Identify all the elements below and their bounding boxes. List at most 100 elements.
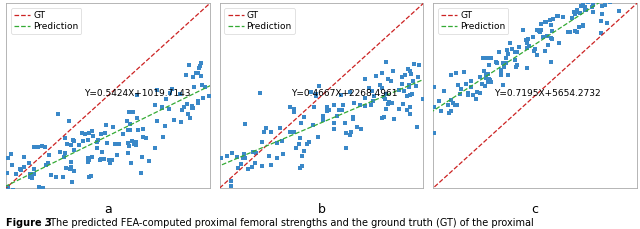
Point bbox=[157, 135, 168, 139]
Point bbox=[64, 119, 74, 123]
Point bbox=[79, 132, 90, 135]
Point bbox=[548, 17, 558, 21]
Point bbox=[472, 90, 483, 94]
Point bbox=[522, 46, 532, 50]
Point bbox=[92, 146, 102, 150]
Point bbox=[289, 110, 300, 114]
Point bbox=[41, 163, 51, 167]
Point bbox=[600, 3, 610, 7]
Point bbox=[360, 104, 370, 108]
Point bbox=[507, 47, 517, 50]
Text: . The predicted FEA-computed proximal femoral strengths and the ground truth (GT: . The predicted FEA-computed proximal fe… bbox=[44, 218, 533, 228]
Point bbox=[522, 37, 532, 41]
Point bbox=[95, 157, 106, 161]
Point bbox=[196, 62, 206, 65]
Point bbox=[322, 109, 332, 113]
Point bbox=[565, 30, 575, 34]
Point bbox=[124, 144, 134, 148]
Point bbox=[285, 105, 296, 109]
Point bbox=[367, 90, 377, 93]
Point bbox=[318, 114, 328, 118]
Point bbox=[67, 180, 77, 183]
Point bbox=[381, 107, 391, 111]
Point bbox=[222, 155, 232, 158]
Point bbox=[557, 15, 568, 19]
Point bbox=[348, 117, 358, 121]
Point bbox=[239, 123, 250, 126]
Point bbox=[334, 108, 344, 112]
Point bbox=[324, 109, 335, 112]
Point bbox=[302, 142, 312, 145]
Point bbox=[571, 11, 581, 14]
Point bbox=[527, 36, 538, 39]
Point bbox=[164, 107, 174, 111]
Point bbox=[572, 8, 582, 12]
Point bbox=[131, 140, 141, 144]
Point bbox=[96, 132, 106, 136]
Point bbox=[276, 139, 287, 143]
Point bbox=[496, 68, 506, 72]
Point bbox=[129, 142, 139, 145]
Point bbox=[250, 161, 260, 165]
Point bbox=[100, 131, 110, 135]
Point bbox=[376, 116, 387, 120]
Point bbox=[86, 174, 96, 177]
Point bbox=[563, 30, 573, 33]
Point bbox=[58, 175, 68, 179]
Point bbox=[33, 145, 43, 148]
Point bbox=[37, 144, 47, 147]
Point bbox=[84, 131, 94, 135]
Point bbox=[450, 103, 460, 107]
Point bbox=[349, 101, 359, 105]
Point bbox=[69, 139, 79, 142]
Point bbox=[475, 91, 485, 95]
Point bbox=[298, 115, 308, 119]
Point bbox=[226, 180, 236, 183]
Point bbox=[492, 61, 502, 65]
Point bbox=[266, 163, 276, 166]
Point bbox=[196, 74, 206, 78]
Point bbox=[8, 224, 19, 228]
Point bbox=[502, 48, 512, 52]
Point bbox=[502, 74, 513, 77]
Point bbox=[578, 1, 588, 5]
Point bbox=[322, 105, 332, 109]
Point bbox=[318, 119, 328, 122]
Point bbox=[366, 103, 376, 106]
Point bbox=[255, 91, 266, 95]
Point bbox=[136, 155, 147, 159]
Point bbox=[68, 138, 78, 142]
Point bbox=[553, 15, 563, 18]
Point bbox=[380, 98, 390, 101]
Point bbox=[329, 103, 339, 107]
Point bbox=[605, 0, 615, 4]
Point bbox=[232, 155, 243, 159]
Point bbox=[412, 125, 422, 129]
Point bbox=[15, 168, 26, 172]
Point bbox=[341, 131, 351, 134]
Point bbox=[297, 164, 307, 168]
Point bbox=[536, 22, 546, 26]
Point bbox=[65, 167, 75, 171]
Point bbox=[102, 141, 112, 144]
Point bbox=[193, 99, 203, 103]
Point bbox=[275, 126, 285, 130]
Point bbox=[182, 102, 192, 106]
Point bbox=[260, 127, 271, 130]
Point bbox=[377, 71, 387, 74]
Point bbox=[588, 10, 598, 14]
Point bbox=[572, 30, 582, 34]
Point bbox=[150, 103, 161, 106]
Point bbox=[34, 185, 44, 189]
Point bbox=[468, 93, 479, 97]
Point bbox=[83, 138, 93, 142]
Point bbox=[243, 167, 253, 171]
Point bbox=[248, 150, 258, 154]
Point bbox=[108, 126, 118, 129]
Point bbox=[463, 92, 473, 95]
Point bbox=[138, 136, 148, 139]
Point bbox=[405, 69, 415, 73]
Point bbox=[310, 94, 321, 98]
Point bbox=[125, 161, 136, 165]
Point bbox=[3, 156, 13, 160]
